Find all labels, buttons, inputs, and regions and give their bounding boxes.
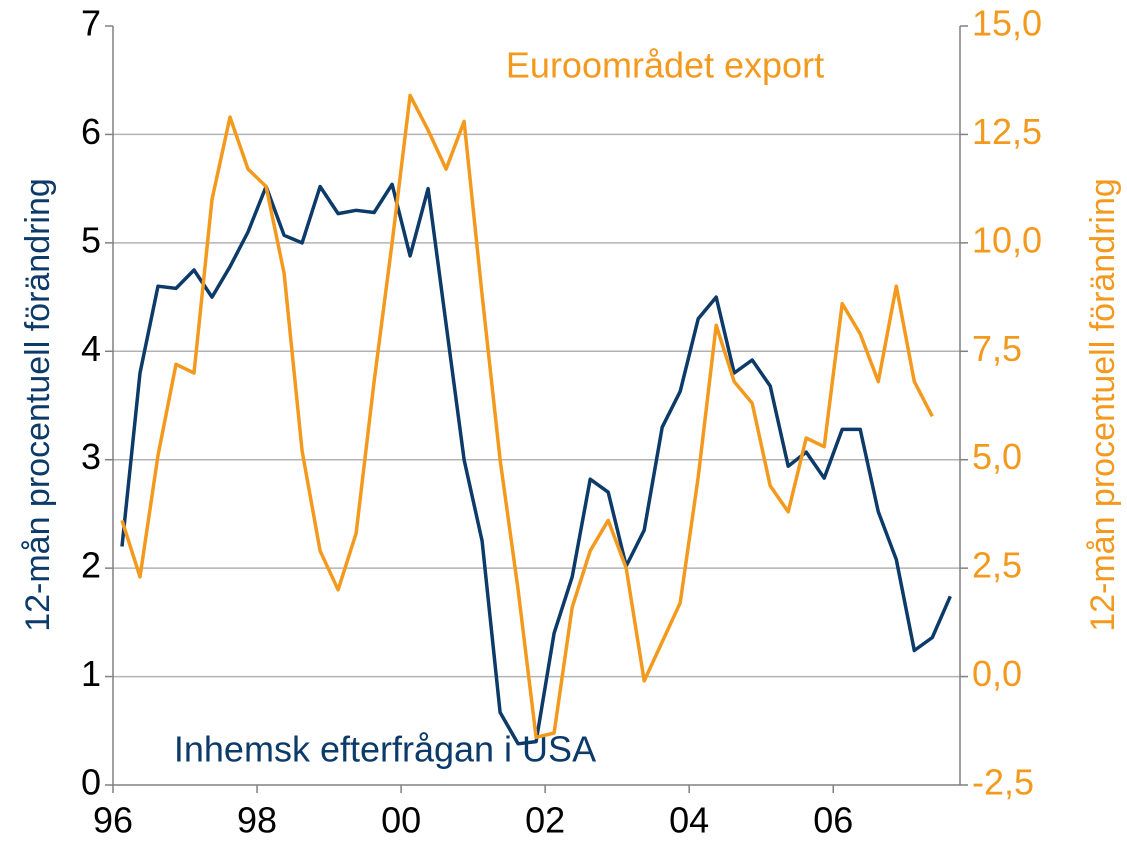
y-tick-label: 2 <box>81 545 101 586</box>
x-tick-label: 96 <box>93 800 133 841</box>
series-line <box>120 93 934 740</box>
series-line <box>120 182 952 746</box>
x-tick-label: 04 <box>669 800 709 841</box>
y-tick-label: 3 <box>81 436 101 477</box>
y2-tick-label: 5,0 <box>972 436 1022 477</box>
annotation: Euroområdet export <box>506 45 824 86</box>
y-axis-title: 12-mån procentuell förändring <box>19 178 57 632</box>
y-tick-label: 4 <box>81 328 101 369</box>
y-tick-label: 6 <box>81 111 101 152</box>
annotation: Inhemsk efterfrågan i USA <box>174 729 596 770</box>
y2-axis-title: 12-mån procentuell förändring <box>1084 178 1122 632</box>
y2-tick-label: -2,5 <box>972 762 1034 803</box>
x-tick-label: 06 <box>813 800 853 841</box>
y2-tick-label: 2,5 <box>972 545 1022 586</box>
y2-tick-label: 7,5 <box>972 328 1022 369</box>
x-tick-label: 02 <box>525 800 565 841</box>
y2-tick-label: 12,5 <box>972 111 1042 152</box>
x-tick-label: 98 <box>237 800 277 841</box>
y-tick-label: 7 <box>81 3 101 44</box>
y2-tick-label: 10,0 <box>972 219 1042 260</box>
y-tick-label: 0 <box>81 762 101 803</box>
y2-tick-label: 15,0 <box>972 3 1042 44</box>
y2-tick-label: 0,0 <box>972 653 1022 694</box>
y-tick-label: 5 <box>81 219 101 260</box>
x-tick-label: 00 <box>381 800 421 841</box>
y-tick-label: 1 <box>81 653 101 694</box>
